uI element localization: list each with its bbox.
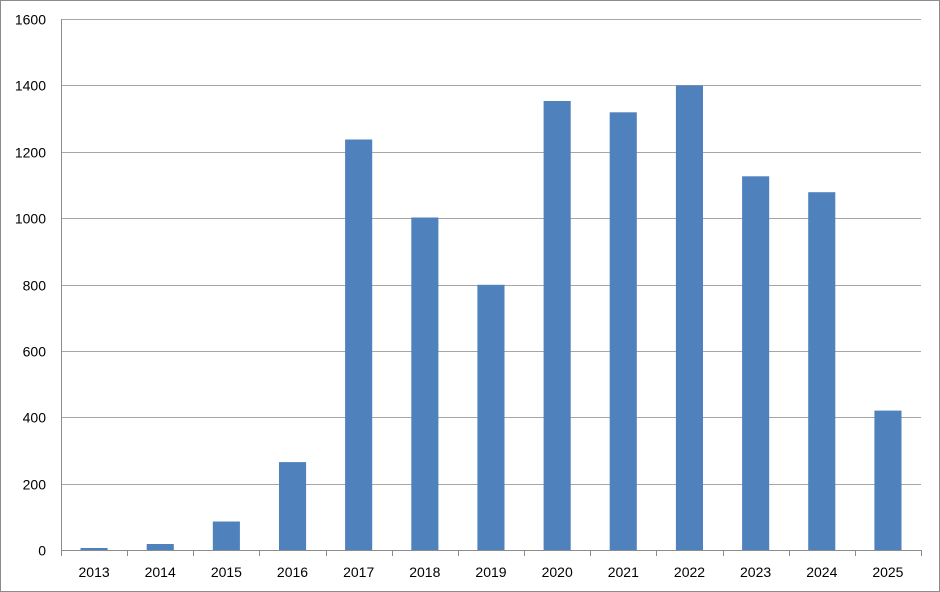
bar-2020 [543,101,571,550]
bar-2022 [675,85,703,551]
bar-2015 [212,521,240,550]
bar-2023 [742,176,770,551]
y-tick-label: 1000 [15,211,46,227]
y-tick-label: 400 [23,410,47,426]
x-tick-label: 2015 [211,564,242,580]
bar-2013 [80,548,108,550]
y-tick-label: 0 [38,543,46,559]
x-tick-label: 2016 [277,564,308,580]
x-tick-label: 2014 [145,564,176,580]
x-tick-label: 2023 [740,564,771,580]
bar-2014 [146,544,174,550]
y-tick-label: 800 [23,278,47,294]
x-tick-label: 2019 [475,564,506,580]
x-tick-labels: 2013 2014 2015 2016 2017 2018 2019 2020 2021 2022… [79,564,904,580]
y-tick-label: 200 [23,477,47,493]
x-tick-label: 2021 [608,564,639,580]
bar-2021 [609,112,637,551]
y-tick-label: 1200 [15,145,46,161]
bar-2019 [477,284,505,550]
x-tick-label: 2017 [343,564,374,580]
y-tick-labels: 0 200 400 600 800 1000 1200 1400 1600 [15,12,46,559]
x-tick-label: 2018 [409,564,440,580]
axes [61,19,922,556]
bar-2018 [411,217,439,550]
bar-2017 [345,139,373,550]
x-tick-label: 2013 [79,564,110,580]
y-tick-label: 1600 [15,12,46,28]
bar-2016 [279,462,307,550]
y-tick-label: 1400 [15,78,46,94]
bars [80,85,902,551]
x-tick-label: 2020 [542,564,573,580]
bar-2024 [808,192,836,550]
bar-2025 [874,410,902,550]
x-tick-label: 2024 [806,564,837,580]
y-tick-label: 600 [23,344,47,360]
x-tick-label: 2022 [674,564,705,580]
x-tick-label: 2025 [872,564,903,580]
